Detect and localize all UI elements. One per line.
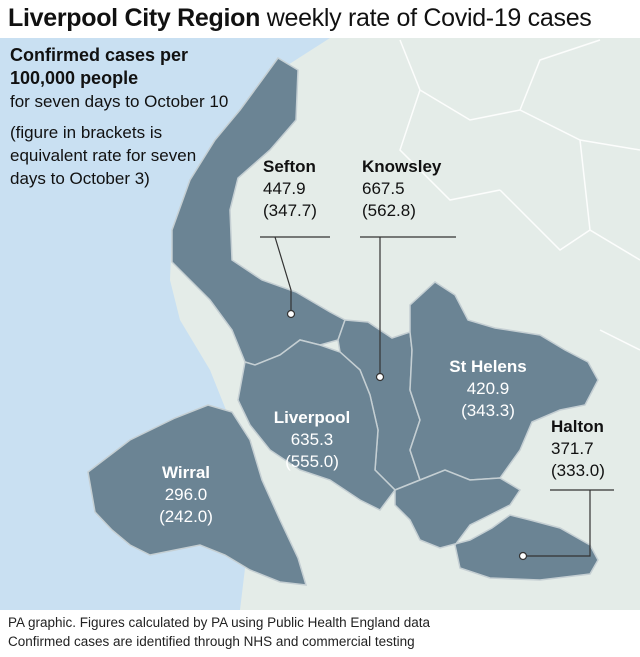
footer-credits: PA graphic. Figures calculated by PA usi… <box>8 613 430 651</box>
knowsley-dot <box>375 372 385 382</box>
footer-line-1: PA graphic. Figures calculated by PA usi… <box>8 615 431 630</box>
sefton-previous: (347.7) <box>263 201 317 220</box>
title-rest: weekly rate of Covid-19 cases <box>260 4 592 32</box>
liverpool-previous: (555.0) <box>285 452 339 471</box>
intro-heading: Confirmed cases per 100,000 people <box>10 45 189 88</box>
label-st-helens: St Helens 420.9 (343.3) <box>438 356 538 422</box>
halton-name: Halton <box>551 417 604 436</box>
land-boundaries <box>399 39 640 351</box>
leader-dots <box>286 309 528 561</box>
region-st-helens <box>409 281 599 481</box>
footer-line-2: Confirmed cases are identified through N… <box>8 634 415 649</box>
wirral-name: Wirral <box>161 463 211 482</box>
liverpool-name: Liverpool <box>273 408 351 427</box>
title-bold: Liverpool City Region <box>8 4 261 32</box>
halton-previous: (333.0) <box>551 461 605 480</box>
sefton-rate: 447.9 <box>263 179 306 198</box>
wirral-previous: (242.0) <box>159 507 213 526</box>
page-title: Liverpool City Region weekly rate of Cov… <box>8 4 592 33</box>
knowsley-name: Knowsley <box>362 157 442 176</box>
knowsley-rate: 667.5 <box>362 179 405 198</box>
halton-rate: 371.7 <box>551 439 594 458</box>
intro-period: for seven days to October 10 <box>10 92 229 111</box>
region-map <box>0 38 640 610</box>
wirral-rate: 296.0 <box>164 485 208 504</box>
label-halton: Halton 371.7 (333.0) <box>551 416 605 482</box>
intro-note: (figure in brackets is equivalent rate f… <box>10 123 197 188</box>
knowsley-previous: (562.8) <box>362 201 416 220</box>
sefton-name: Sefton <box>263 157 316 176</box>
halton-dot <box>518 551 528 561</box>
halton-leader <box>524 490 591 557</box>
label-liverpool: Liverpool 635.3 (555.0) <box>264 407 360 473</box>
legend-intro: Confirmed cases per 100,000 people for s… <box>10 44 230 190</box>
sefton-dot <box>286 309 296 319</box>
region-liverpool <box>237 339 396 511</box>
region-wirral <box>87 404 308 586</box>
region-halton <box>394 469 599 581</box>
st-helens-rate: 420.9 <box>466 379 510 398</box>
label-knowsley: Knowsley 667.5 (562.8) <box>362 156 441 222</box>
leader-lines <box>260 236 614 557</box>
label-sefton: Sefton 447.9 (347.7) <box>263 156 317 222</box>
label-wirral: Wirral 296.0 (242.0) <box>144 462 228 528</box>
sefton-leader <box>274 236 292 314</box>
liverpool-rate: 635.3 <box>290 430 334 449</box>
surrounding-land <box>170 38 640 610</box>
st-helens-name: St Helens <box>449 357 527 376</box>
st-helens-previous: (343.3) <box>461 401 515 420</box>
